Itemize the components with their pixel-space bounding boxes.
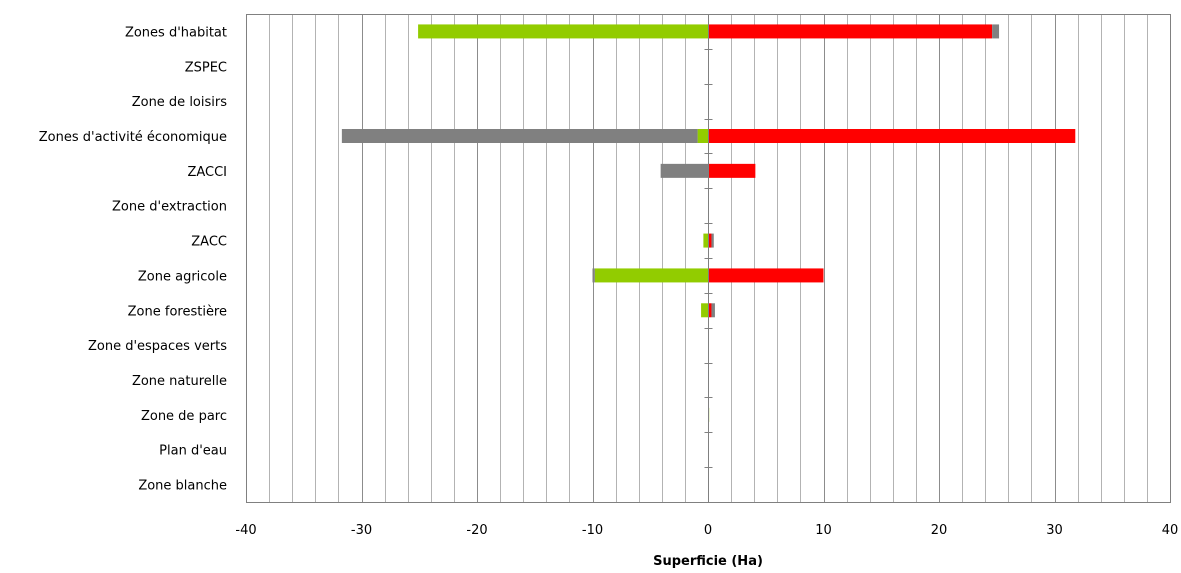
x-tick-label: 40: [1162, 523, 1179, 538]
bar-segment: [711, 233, 714, 248]
bar-segment: [660, 163, 708, 178]
category-label: Plan d'eau: [159, 444, 227, 459]
bar-segment: [697, 129, 708, 143]
bar-segment: [418, 24, 708, 39]
category-label: Zone de loisirs: [132, 95, 228, 110]
bar-segment: [708, 303, 712, 318]
x-tick-label: -20: [466, 523, 487, 538]
axes: [246, 14, 1171, 503]
x-tick-label: 0: [704, 523, 712, 538]
x-tick-label: 20: [931, 523, 948, 538]
category-label: Zone forestière: [128, 304, 227, 319]
x-tick-label: -40: [235, 523, 256, 538]
bar-segment: [708, 129, 1076, 143]
x-axis-title: Superficie (Ha): [653, 554, 763, 569]
bar-segment: [708, 163, 756, 178]
bar-segment: [711, 303, 715, 318]
bar-segment: [594, 268, 708, 283]
x-tick-label: 10: [815, 523, 832, 538]
bar-segment: [341, 129, 698, 143]
category-label: Zone d'extraction: [112, 200, 227, 215]
category-label: ZSPEC: [185, 60, 227, 75]
bar-segment: [708, 24, 993, 39]
x-tick-label: 30: [1046, 523, 1063, 538]
category-labels: Zones d'habitat ZSPEC Zone de loisirs Zones…: [39, 25, 227, 493]
bar-segment: [708, 268, 824, 283]
gridlines: [246, 14, 1171, 502]
category-label: Zone de parc: [141, 409, 227, 424]
bar-segment: [701, 303, 708, 318]
bar-segment: [703, 233, 708, 248]
category-label: ZACC: [191, 235, 227, 250]
category-label: Zones d'habitat: [125, 25, 227, 40]
category-label: ZACCI: [187, 165, 227, 180]
x-tick-labels: -40 -30 -20 -10 0 10 20 30 40: [235, 523, 1178, 538]
x-tick-label: -30: [351, 523, 372, 538]
bars: [341, 24, 1076, 422]
bar-segment: [592, 268, 595, 283]
category-label: Zone naturelle: [132, 374, 227, 389]
bar-segment: [708, 233, 712, 248]
category-label: Zones d'activité économique: [39, 130, 227, 145]
x-tick-label: -10: [582, 523, 603, 538]
bar-segment: [992, 24, 1000, 39]
category-label: Zone d'espaces verts: [88, 339, 227, 354]
category-label: Zone agricole: [138, 269, 227, 284]
category-label: Zone blanche: [138, 479, 227, 494]
